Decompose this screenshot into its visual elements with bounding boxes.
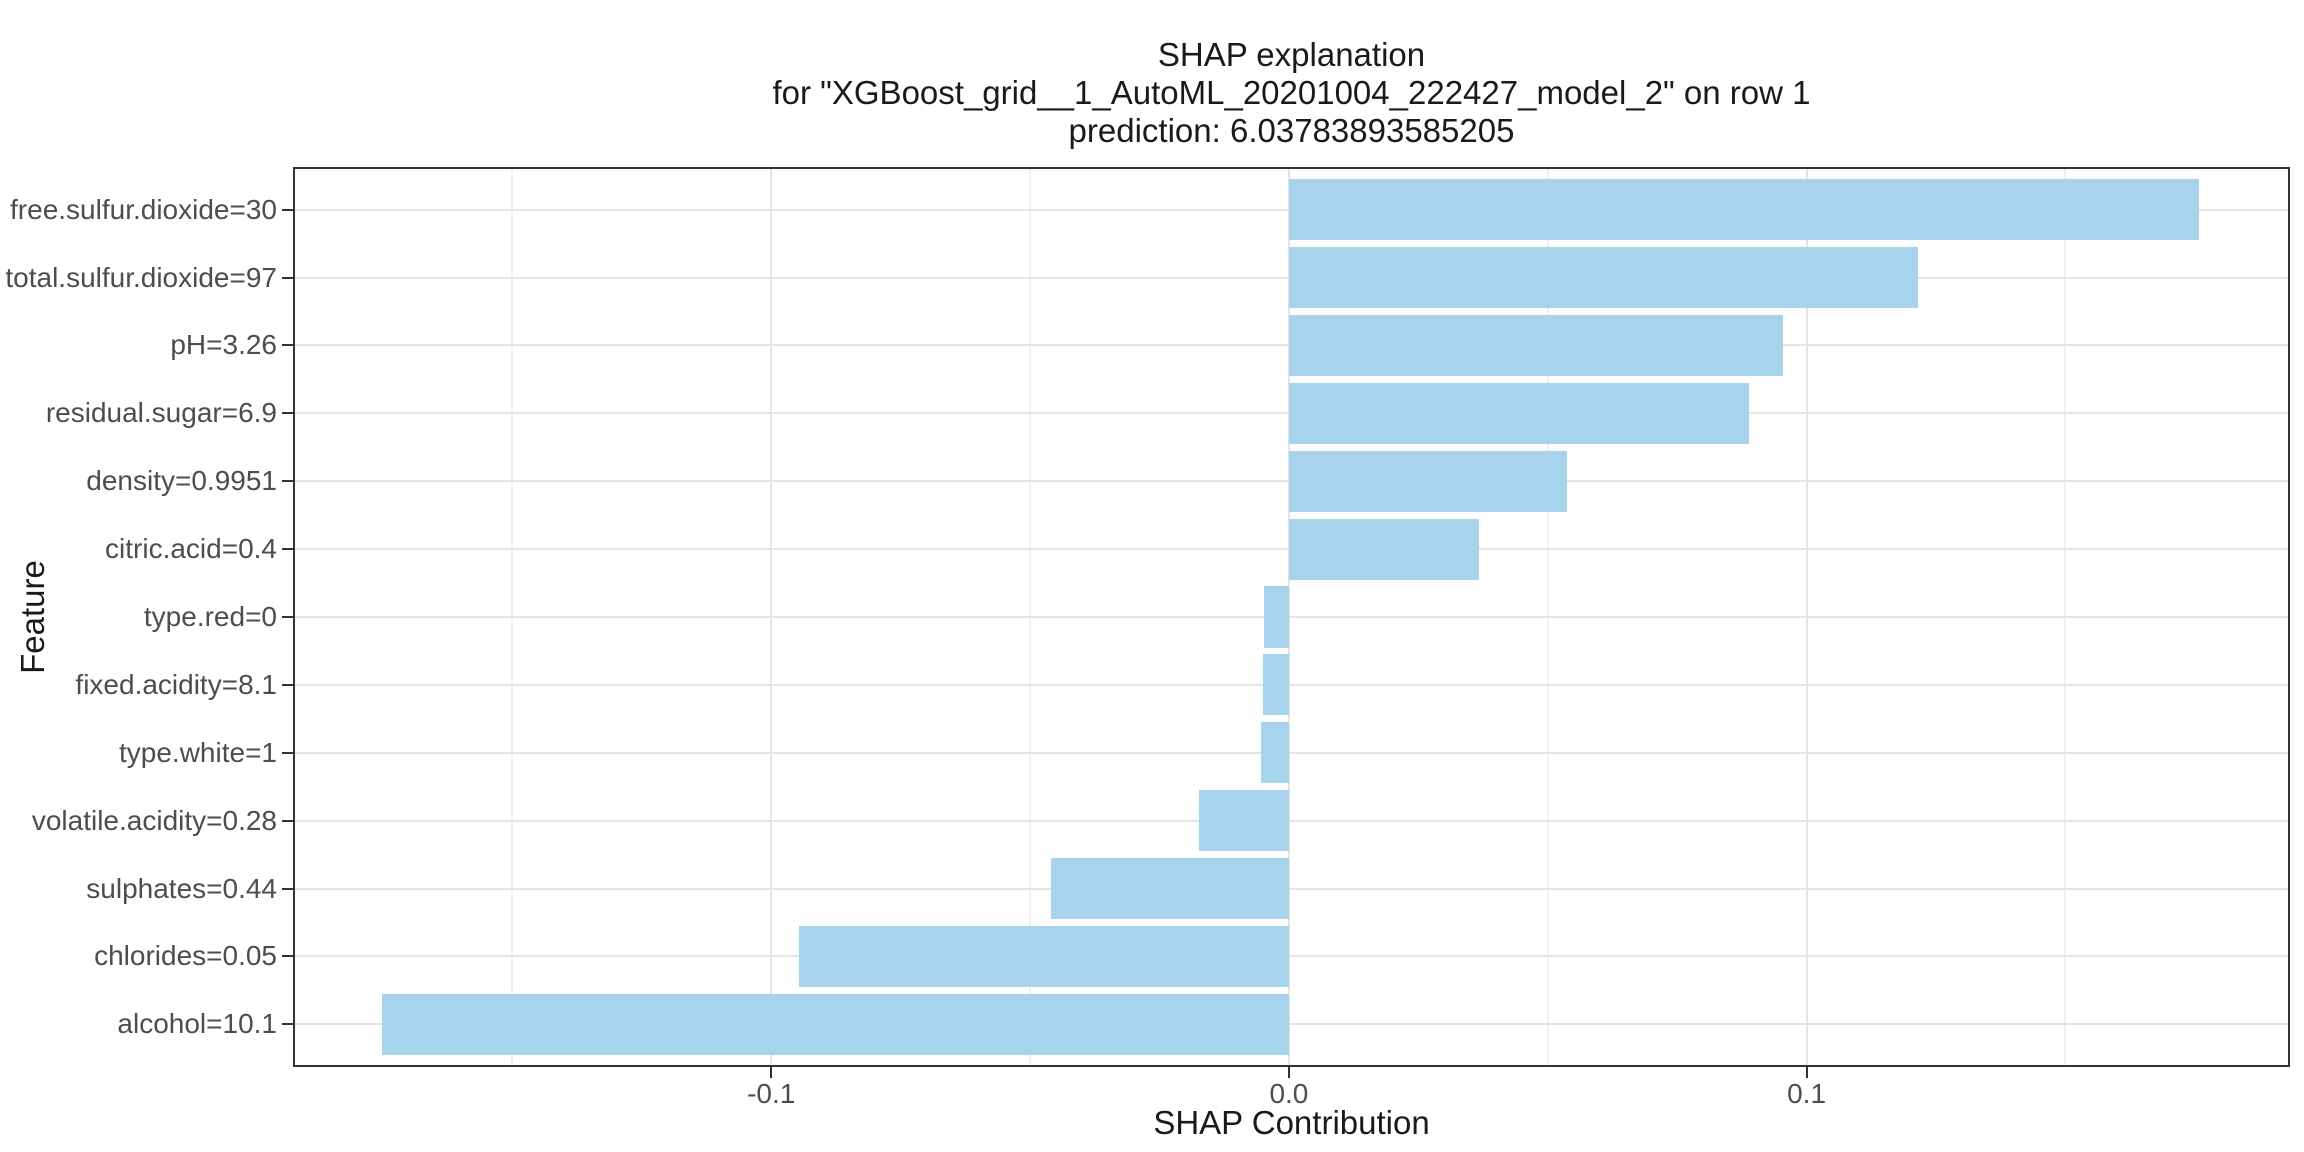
- y-axis-tick-mark: [282, 1023, 293, 1026]
- y-axis-tick-label: sulphates=0.44: [86, 872, 277, 904]
- plot-panel: [293, 167, 2290, 1067]
- shap-bar: [1198, 790, 1289, 852]
- x-axis-tick-mark: [1287, 1067, 1290, 1078]
- y-axis-tick-mark: [282, 616, 293, 618]
- x-axis-tick-mark: [1805, 1067, 1808, 1078]
- y-axis-tick-mark: [282, 480, 293, 483]
- gridline-major-horizontal: [295, 683, 2288, 686]
- y-axis-tick-label: free.sulfur.dioxide=30: [10, 193, 277, 225]
- y-axis-tick-mark: [282, 887, 293, 890]
- y-axis-tick-mark: [282, 208, 293, 211]
- gridline-major-horizontal: [295, 819, 2288, 822]
- shap-bar: [1051, 857, 1289, 920]
- shap-bar: [1262, 654, 1289, 716]
- y-axis-tick-mark: [282, 751, 293, 754]
- gridline-major-horizontal: [295, 751, 2288, 754]
- y-axis-tick-label: alcohol=10.1: [117, 1008, 277, 1040]
- gridline-major-horizontal: [295, 616, 2288, 618]
- y-axis-tick-mark: [282, 955, 293, 958]
- y-axis-tick-label: type.red=0: [143, 601, 277, 632]
- y-axis-tick-mark: [282, 683, 293, 686]
- y-axis-tick-label: fixed.acidity=8.1: [75, 668, 277, 700]
- y-axis-tick-mark: [282, 548, 293, 551]
- y-axis-tick-label: volatile.acidity=0.28: [31, 804, 277, 836]
- y-axis-tick-mark: [282, 276, 293, 279]
- y-axis-tick-label: total.sulfur.dioxide=97: [5, 261, 277, 293]
- shap-bar: [1263, 586, 1289, 648]
- y-axis-tick-mark: [282, 819, 293, 822]
- x-axis-tick-label: 0.1: [1787, 1078, 1827, 1109]
- chart-title-line-1: SHAP explanation: [1157, 36, 1426, 73]
- x-axis-tick-label: -0.1: [747, 1078, 796, 1109]
- x-axis-tick-mark: [770, 1067, 773, 1078]
- y-axis-tick-label: chlorides=0.05: [94, 940, 277, 972]
- y-axis-tick-label: residual.sugar=6.9: [45, 397, 277, 429]
- y-axis-tick-label: citric.acid=0.4: [105, 533, 277, 565]
- chart-title-line-2: for "XGBoost_grid__1_AutoML_20201004_222…: [772, 74, 1811, 111]
- y-axis-tick-mark: [282, 344, 293, 347]
- chart-title: SHAP explanation for "XGBoost_grid__1_Au…: [293, 36, 2290, 150]
- shap-bar: [1261, 722, 1289, 784]
- shap-bar: [1288, 179, 2199, 241]
- y-axis-tick-label: type.white=1: [119, 736, 277, 768]
- shap-bar: [382, 993, 1289, 1055]
- x-axis-title: SHAP Contribution: [1153, 1104, 1430, 1141]
- y-axis-tick-label: pH=3.26: [170, 329, 277, 361]
- y-axis-tick-mark: [282, 412, 293, 415]
- gridline-major-horizontal: [295, 955, 2288, 958]
- chart-title-line-3: prediction: 6.03783893585205: [1068, 112, 1515, 149]
- shap-bar: [1288, 247, 1918, 309]
- shap-bar: [798, 925, 1289, 987]
- y-axis-tick-label: density=0.9951: [86, 465, 277, 497]
- shap-bar: [1288, 382, 1750, 444]
- shap-bar: [1288, 314, 1784, 377]
- gridline-major-horizontal: [295, 1023, 2288, 1026]
- shap-bar: [1288, 450, 1568, 512]
- x-axis-tick-label: 0.0: [1269, 1078, 1309, 1109]
- shap-bar: [1288, 518, 1480, 580]
- gridline-major-horizontal: [295, 887, 2288, 890]
